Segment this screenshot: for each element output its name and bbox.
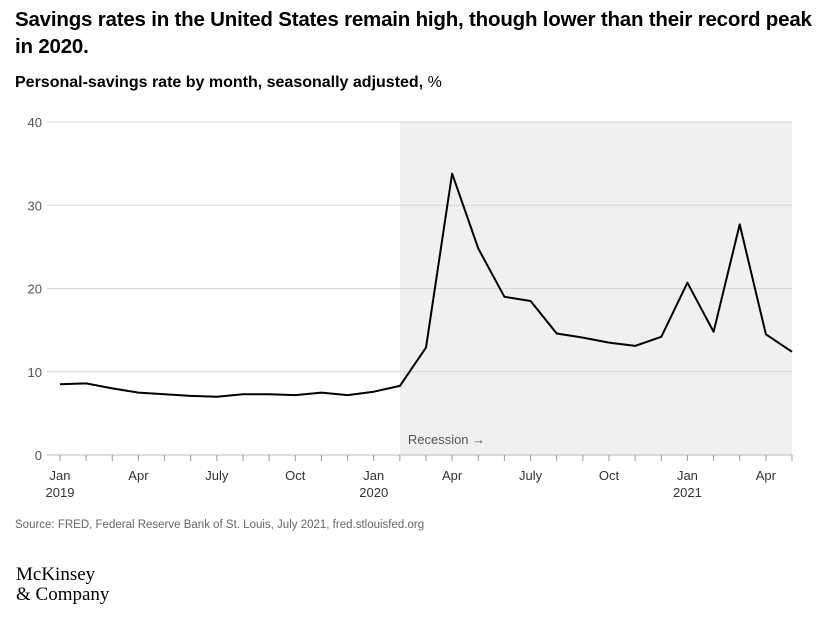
x-tick-label: Oct (599, 468, 620, 483)
y-tick-label-40: 40 (28, 115, 42, 130)
y-tick-label-20: 20 (28, 282, 42, 297)
recession-label: Recession → (408, 432, 485, 447)
x-tick-label: Jan (363, 468, 384, 483)
chart-title: Savings rates in the United States remai… (15, 8, 812, 58)
logo-line-2: & Company (16, 584, 110, 605)
series-line-0 (59, 172, 793, 398)
chart-subtitle: Personal-savings rate by month, seasonal… (15, 74, 442, 92)
x-tick-label: Jan (50, 468, 71, 483)
x-tick-year-label: 2019 (46, 485, 75, 500)
y-tick-label-30: 30 (28, 198, 42, 213)
x-tick-label: Oct (285, 468, 306, 483)
x-tick-year-label: 2021 (673, 485, 702, 500)
subtitle-text: Personal-savings rate by month, seasonal… (15, 74, 424, 91)
x-tick-label: July (205, 468, 229, 483)
subtitle-unit: % (427, 74, 442, 91)
x-tick-label: Apr (756, 468, 777, 483)
x-tick-label: July (519, 468, 543, 483)
x-tick-year-label: 2020 (359, 485, 388, 500)
y-tick-label-10: 10 (28, 365, 42, 380)
mckinsey-logo: McKinsey & Company (16, 565, 109, 605)
source-note: Source: FRED, Federal Reserve Bank of St… (15, 519, 425, 531)
y-tick-label-0: 0 (35, 448, 42, 463)
x-tick-label: Apr (442, 468, 463, 483)
logo-line-1: McKinsey (16, 564, 96, 585)
x-tick-label: Apr (128, 468, 149, 483)
x-tick-label: Jan (677, 468, 698, 483)
